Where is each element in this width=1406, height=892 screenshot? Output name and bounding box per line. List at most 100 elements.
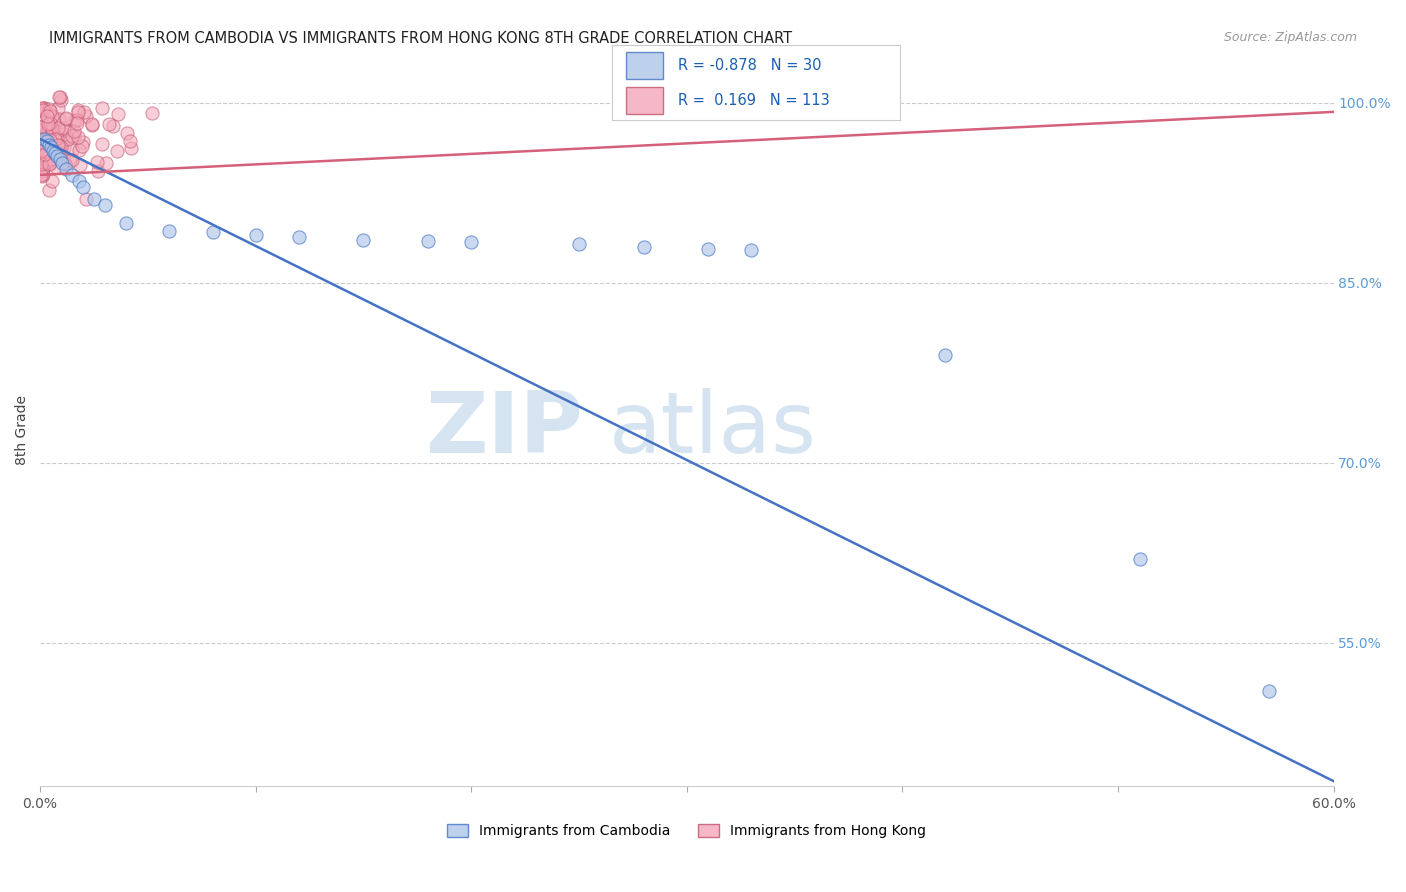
Point xyxy=(52,150,75,164)
Point xyxy=(35,132,58,146)
Point xyxy=(115,216,138,230)
Point xyxy=(31,161,53,176)
Point xyxy=(75,109,97,123)
Point xyxy=(62,168,84,182)
Point xyxy=(49,90,72,104)
Point xyxy=(37,155,59,169)
Point xyxy=(90,137,112,152)
Point xyxy=(73,105,96,120)
Point xyxy=(38,146,60,161)
Point xyxy=(48,137,70,152)
Point xyxy=(32,101,55,115)
Point xyxy=(201,226,224,240)
Point xyxy=(67,103,90,118)
Point xyxy=(39,153,62,167)
Point xyxy=(32,103,55,117)
Point xyxy=(60,143,83,157)
Point xyxy=(120,141,142,155)
Legend: Immigrants from Cambodia, Immigrants from Hong Kong: Immigrants from Cambodia, Immigrants fro… xyxy=(441,819,932,844)
Point xyxy=(31,148,53,162)
Point xyxy=(38,102,60,116)
Point xyxy=(31,142,53,156)
Point xyxy=(418,234,440,248)
Point xyxy=(48,112,70,127)
Point xyxy=(1257,683,1279,698)
Point xyxy=(35,134,58,148)
Point xyxy=(35,126,58,140)
Point xyxy=(55,111,77,125)
Point xyxy=(67,105,90,120)
Point xyxy=(31,161,53,176)
Point xyxy=(288,230,311,244)
Point xyxy=(52,127,75,141)
FancyBboxPatch shape xyxy=(626,52,664,79)
Point xyxy=(32,153,55,168)
FancyBboxPatch shape xyxy=(626,87,664,114)
Point xyxy=(45,131,67,145)
Point xyxy=(1128,551,1150,566)
Point xyxy=(41,109,63,123)
Point xyxy=(30,157,52,171)
Point xyxy=(69,158,91,172)
Point xyxy=(72,180,94,194)
Point xyxy=(53,123,76,137)
Point xyxy=(35,155,58,169)
Point xyxy=(245,227,267,242)
Point xyxy=(42,145,65,160)
Point xyxy=(63,128,86,143)
Point xyxy=(460,235,482,249)
Point xyxy=(35,138,58,153)
Point xyxy=(86,155,108,169)
Point xyxy=(34,140,56,154)
Point xyxy=(82,118,104,132)
Point xyxy=(34,144,56,158)
Point xyxy=(37,117,59,131)
Point xyxy=(67,143,90,157)
Point xyxy=(159,224,181,238)
Point xyxy=(38,116,60,130)
Point xyxy=(34,130,56,145)
Point xyxy=(31,169,53,183)
Point xyxy=(38,135,60,149)
Point xyxy=(72,135,94,149)
Point xyxy=(58,132,80,146)
Point xyxy=(568,237,591,252)
Point xyxy=(60,128,83,143)
Point xyxy=(63,114,86,128)
Point xyxy=(67,130,90,145)
Point xyxy=(80,117,103,131)
Point xyxy=(41,122,63,136)
Point xyxy=(38,116,60,130)
Point xyxy=(62,153,84,167)
Point xyxy=(39,103,62,118)
Point xyxy=(34,113,56,128)
Point xyxy=(48,153,70,167)
Point xyxy=(51,156,73,170)
Point xyxy=(30,144,52,158)
Text: ZIP: ZIP xyxy=(426,388,583,471)
Point xyxy=(46,121,69,136)
Point xyxy=(65,116,87,130)
Point xyxy=(48,145,70,159)
Point xyxy=(49,94,72,108)
Point xyxy=(34,132,56,146)
Point xyxy=(34,146,56,161)
Point xyxy=(107,106,129,120)
Point xyxy=(32,135,55,149)
Point xyxy=(91,101,114,115)
Point xyxy=(633,240,655,254)
Point xyxy=(53,157,76,171)
Point xyxy=(94,198,117,212)
Text: R =  0.169   N = 113: R = 0.169 N = 113 xyxy=(678,93,830,108)
Point xyxy=(101,119,124,133)
Point xyxy=(66,113,89,128)
Point xyxy=(30,103,52,118)
Point xyxy=(52,121,75,136)
Point xyxy=(44,132,66,146)
Point xyxy=(34,102,56,116)
Point xyxy=(48,90,70,104)
Point xyxy=(105,145,128,159)
Text: R = -0.878   N = 30: R = -0.878 N = 30 xyxy=(678,58,821,73)
Point xyxy=(55,112,77,126)
Point xyxy=(70,139,93,153)
